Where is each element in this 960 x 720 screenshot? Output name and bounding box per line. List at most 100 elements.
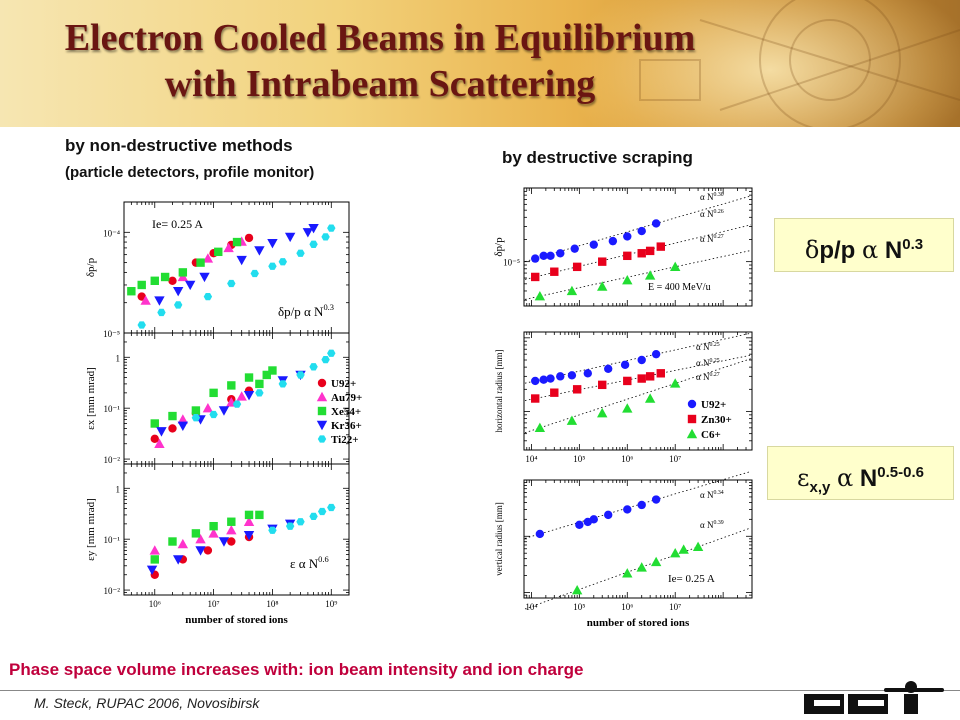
data-point (168, 411, 177, 421)
data-point (670, 548, 681, 558)
data-point (160, 272, 170, 282)
y-tick-label: 10⁻² (104, 455, 121, 465)
law1-exponent: 0.3 (902, 236, 924, 253)
x-tick-label: 10⁸ (266, 599, 278, 609)
data-point (327, 503, 336, 512)
data-point (321, 233, 330, 241)
data-point (218, 406, 230, 416)
data-point (550, 388, 559, 397)
data-point (255, 379, 264, 389)
data-point (150, 555, 159, 564)
data-point (531, 254, 540, 263)
data-point (226, 525, 237, 535)
data-point (250, 269, 259, 278)
data-point (227, 381, 236, 390)
y-tick-label: 10⁻⁴ (103, 228, 120, 238)
legend-label: U92+ (331, 378, 356, 390)
data-point (195, 546, 206, 556)
data-point (598, 380, 607, 390)
fit-line (524, 195, 752, 262)
data-point (309, 512, 318, 521)
data-point (589, 240, 598, 249)
logo-text: GSI (826, 717, 828, 719)
plot-left-bot (123, 463, 350, 596)
legend-marker (317, 435, 327, 443)
y-tick-label: 10⁻² (104, 586, 121, 596)
y-axis-label: εy [mm mrad] (85, 498, 97, 561)
data-point (670, 378, 681, 388)
data-point (255, 510, 264, 520)
annotation-law-emittance: ε α N0.6 (290, 554, 329, 571)
law1-lhs: p/p (819, 237, 856, 264)
data-point (575, 520, 584, 529)
data-point (531, 376, 540, 386)
x-axis-label: number of stored ions (587, 617, 690, 629)
legend-label: Xe54+ (331, 406, 361, 418)
data-point (604, 364, 613, 373)
data-point (203, 292, 213, 301)
data-point (645, 246, 655, 256)
data-point (223, 242, 234, 253)
data-point (623, 232, 632, 241)
plot-frame-right-bot (523, 479, 753, 599)
x-tick-label: 10⁴ (525, 454, 537, 464)
data-point (678, 544, 689, 554)
fit-line (524, 527, 752, 610)
data-point (572, 385, 582, 394)
data-point (218, 537, 230, 547)
fit-label: α N0.26 (700, 209, 724, 219)
legend-marker (687, 399, 697, 409)
legend-label: Ti22+ (331, 434, 358, 446)
data-point (227, 517, 236, 526)
data-point (156, 427, 167, 437)
x-tick-label: 10⁵ (573, 602, 585, 612)
data-point (177, 538, 189, 549)
plot-right-top (523, 187, 753, 307)
data-point (637, 500, 646, 510)
data-point (650, 556, 662, 567)
epsilon-symbol: ε (797, 464, 810, 492)
data-point (268, 262, 277, 270)
data-point (622, 568, 633, 578)
data-point (173, 301, 183, 309)
data-point (232, 237, 242, 247)
legend-label: Zn30+ (701, 414, 732, 426)
left-chart-panel: 10⁻⁴ 10⁻⁵ δp/p Ie= 0.25 A δp/p α N0.3 1 10⁻¹ 10… (85, 201, 362, 626)
left-heading: by non-destructive methods (65, 136, 293, 155)
data-point (692, 541, 704, 552)
legend-item (687, 399, 697, 409)
data-point (214, 247, 223, 257)
data-point (534, 290, 546, 301)
data-point (651, 495, 661, 504)
data-point (637, 355, 646, 365)
legend-label: Au79+ (331, 392, 362, 404)
data-point (191, 529, 201, 538)
data-point (154, 296, 165, 306)
data-point (546, 374, 555, 383)
annotation-law: δp/p α N0.3 (278, 302, 334, 319)
slide-title-line1: Electron Cooled Beams in Equilibrium (64, 17, 696, 59)
data-point (278, 258, 288, 266)
data-point (636, 562, 647, 572)
plot-frame-left-bot (123, 463, 350, 596)
data-point (623, 251, 632, 261)
legend-label: Kr36+ (331, 420, 362, 432)
y-tick-label: 1 (116, 484, 121, 494)
data-point (321, 355, 330, 364)
x-axis-label: number of stored ions (185, 614, 288, 626)
data-point (604, 510, 613, 520)
data-point (202, 253, 214, 263)
data-point (534, 422, 546, 433)
data-point (589, 515, 598, 524)
data-point (327, 349, 336, 357)
data-point (597, 281, 608, 291)
data-point (191, 414, 201, 422)
data-point (302, 228, 314, 238)
y-tick-label: 10⁻¹ (104, 404, 121, 414)
legend-item (316, 391, 328, 402)
legend-item (317, 435, 327, 443)
data-point (570, 244, 579, 253)
legend-item (317, 406, 327, 416)
data-point (140, 295, 151, 305)
x-tick-label: 10⁶ (621, 454, 633, 464)
